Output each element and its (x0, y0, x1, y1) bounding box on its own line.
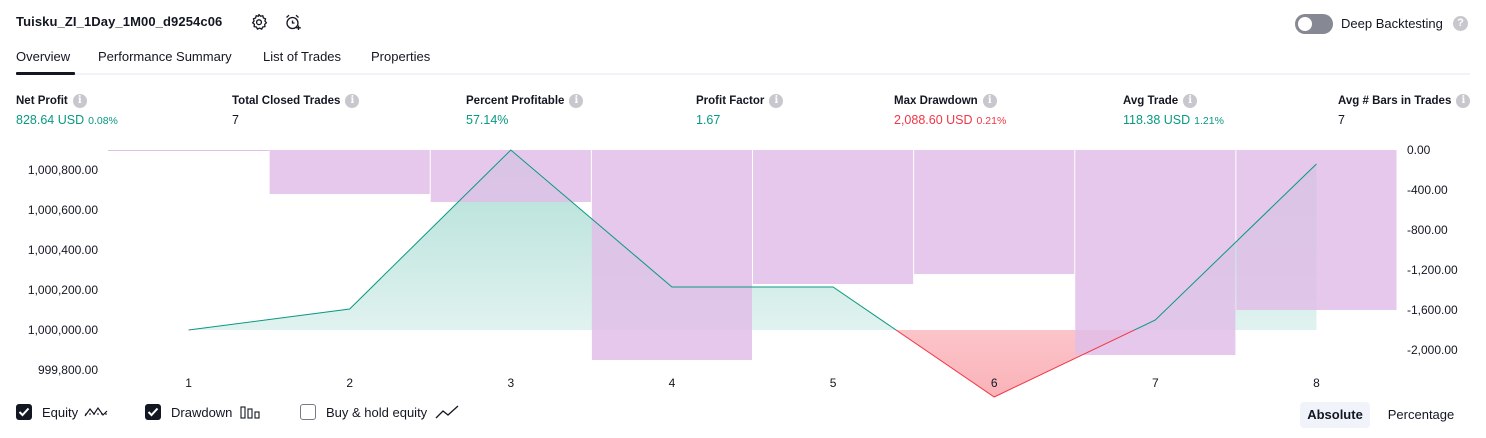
tab-properties[interactable]: Properties (371, 49, 431, 64)
metric-value-avg-trade: 118.38 USD 1.21% (1123, 113, 1224, 127)
tab-performance-summary[interactable]: Performance Summary (98, 49, 232, 64)
buy-hold-label: Buy & hold equity (326, 404, 428, 420)
drawdown-checkbox[interactable] (145, 404, 161, 420)
absolute-mode-button[interactable]: Absolute (1300, 402, 1370, 428)
info-icon[interactable]: i (72, 94, 87, 108)
tabs-divider (16, 73, 1470, 75)
y-left-tick-label: 1,000,200.00 (28, 283, 98, 297)
x-tick-label: 4 (669, 376, 676, 390)
buy-hold-checkbox[interactable] (300, 404, 316, 420)
active-tab-indicator (16, 72, 75, 75)
drawdown-label: Drawdown (171, 404, 233, 420)
drawdown-bar (914, 150, 1075, 274)
percentage-mode-button[interactable]: Percentage (1387, 407, 1455, 422)
drawdown-toggle[interactable]: Drawdown (145, 404, 260, 420)
drawdown-bar (269, 150, 430, 194)
drawdown-bar (1075, 150, 1236, 355)
y-right-tick-label: -1,200.00 (1407, 263, 1458, 277)
drawdown-bars-icon (240, 406, 260, 419)
equity-checkbox[interactable] (16, 404, 32, 420)
tab-overview[interactable]: Overview (16, 49, 71, 64)
x-tick-label: 1 (185, 376, 192, 390)
y-right-tick-label: 0.00 (1407, 143, 1431, 157)
x-tick-label: 3 (507, 376, 514, 390)
buy-hold-line-icon (435, 405, 459, 419)
metric-label-avg-trade: Avg Trade i (1123, 94, 1198, 108)
y-left-tick-label: 1,000,600.00 (28, 203, 98, 217)
drawdown-bar (1236, 150, 1397, 310)
checkmark-icon (18, 407, 30, 417)
gear-icon (251, 13, 268, 30)
metric-label-percent-profitable: Percent Profitable i (466, 94, 584, 108)
y-right-tick-label: -800.00 (1407, 223, 1448, 237)
metric-label-net-profit: Net Profit i (16, 94, 87, 108)
equity-loss-area (188, 330, 1317, 397)
equity-line-negative (188, 330, 1136, 398)
equity-toggle[interactable]: Equity (16, 404, 108, 420)
x-tick-label: 6 (991, 376, 998, 390)
y-right-tick-label: -1,600.00 (1407, 303, 1458, 317)
info-icon[interactable]: i (982, 94, 997, 108)
metric-value-profit-factor: 1.67 (696, 113, 721, 127)
metric-value-max-drawdown: 2,088.60 USD 0.21% (894, 113, 1007, 127)
x-tick-label: 7 (1152, 376, 1159, 390)
y-left-tick-label: 1,000,800.00 (28, 163, 98, 177)
equity-drawdown-chart[interactable]: 1,000,800.00 1,000,600.00 1,000,400.00 1,00… (0, 140, 1486, 400)
metric-label-total-closed-trades: Total Closed Trades i (232, 94, 360, 108)
metric-value-avg-bars: 7 (1338, 113, 1345, 127)
info-icon[interactable]: i (769, 94, 784, 108)
strategy-settings-button[interactable] (248, 11, 270, 33)
metric-value-percent-profitable: 57.14% (466, 113, 509, 127)
buy-hold-toggle[interactable]: Buy & hold equity (300, 404, 459, 420)
deep-backtesting-label: Deep Backtesting (1341, 16, 1443, 31)
y-right-tick-label: -400.00 (1407, 183, 1448, 197)
tab-list-of-trades[interactable]: List of Trades (263, 49, 342, 64)
x-tick-label: 2 (346, 376, 353, 390)
metric-value-net-profit: 828.64 USD 0.08% (16, 113, 118, 127)
add-alert-button[interactable] (282, 11, 304, 33)
metric-value-total-closed-trades: 7 (232, 113, 239, 127)
equity-label: Equity (42, 404, 79, 420)
metric-label-max-drawdown: Max Drawdown i (894, 94, 997, 108)
toggle-knob (1298, 17, 1312, 31)
y-right-tick-label: -2,000.00 (1407, 343, 1458, 357)
add-alarm-icon (286, 14, 301, 30)
help-icon[interactable]: ? (1453, 16, 1468, 31)
metric-label-avg-bars: Avg # Bars in Trades i (1338, 94, 1471, 108)
deep-backtesting-toggle[interactable] (1295, 14, 1333, 34)
x-tick-label: 8 (1313, 376, 1320, 390)
drawdown-bar (753, 150, 914, 284)
checkmark-icon (147, 407, 159, 417)
info-icon[interactable]: i (1456, 94, 1471, 108)
info-icon[interactable]: i (345, 94, 360, 108)
equity-line-icon (84, 406, 108, 417)
y-left-tick-label: 1,000,000.00 (28, 323, 98, 337)
info-icon[interactable]: i (569, 94, 584, 108)
drawdown-bar (430, 150, 591, 202)
drawdown-bar (591, 150, 752, 360)
y-left-tick-label: 999,800.00 (38, 363, 98, 377)
equity-line (188, 149, 1317, 330)
metric-label-profit-factor: Profit Factor i (696, 94, 784, 108)
strategy-title: Tuisku_ZI_1Day_1M00_d9254c06 (16, 14, 223, 29)
y-left-tick-label: 1,000,400.00 (28, 243, 98, 257)
x-tick-label: 5 (830, 376, 837, 390)
info-icon[interactable]: i (1183, 94, 1198, 108)
